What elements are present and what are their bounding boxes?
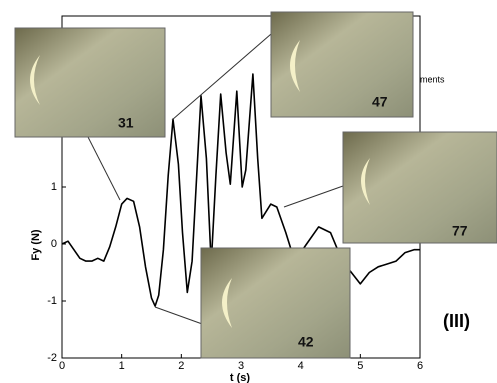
connector	[171, 27, 279, 121]
legend-fragment: ments	[420, 74, 445, 84]
photo-detail	[290, 40, 300, 92]
y-tick-label: -2	[47, 352, 57, 364]
inset-image: 31	[14, 27, 166, 138]
connectors	[87, 27, 344, 326]
photo-detail	[30, 55, 40, 105]
x-tick-label: 5	[357, 360, 363, 372]
x-tick-label: 3	[238, 360, 244, 372]
inset-image: 47	[270, 11, 414, 118]
y-tick-label: -1	[47, 295, 57, 307]
connector	[283, 185, 344, 208]
x-axis-label: t (s)	[230, 372, 251, 383]
inset-image: 42	[200, 247, 351, 359]
panel-label: (III)	[443, 311, 470, 331]
photo	[14, 27, 166, 138]
x-tick-label: 6	[417, 360, 423, 372]
connector	[87, 136, 121, 201]
inset-label: 77	[452, 223, 468, 239]
photo-detail	[361, 158, 370, 205]
x-tick-label: 2	[178, 360, 184, 372]
y-tick-label: 1	[51, 181, 57, 193]
x-tick-label: 1	[119, 360, 125, 372]
inset-label: 31	[118, 115, 134, 131]
inset-label: 42	[298, 334, 314, 350]
y-tick-label: 0	[51, 238, 57, 250]
x-tick-label: 0	[59, 360, 65, 372]
y-axis-label: Fy (N)	[30, 229, 42, 261]
x-tick-label: 4	[298, 360, 304, 372]
connector	[154, 306, 206, 326]
photo	[342, 131, 497, 244]
inset-label: 47	[372, 94, 388, 110]
photo-detail	[222, 278, 232, 328]
inset-image: 77	[342, 131, 497, 244]
